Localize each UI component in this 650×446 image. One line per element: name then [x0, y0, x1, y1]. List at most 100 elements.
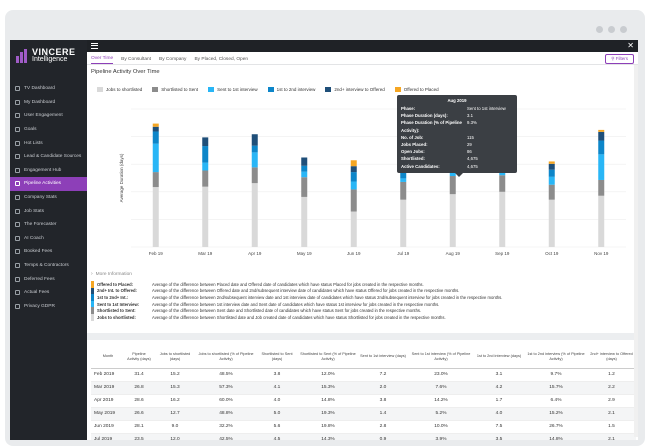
- bar-segment[interactable]: [301, 165, 308, 172]
- table-header[interactable]: Month: [91, 346, 125, 369]
- window-dot-icon[interactable]: [620, 26, 627, 33]
- table-row[interactable]: Apr 2019 28.6 16.2 60.0% 4.0 14.8% 3.8 14.2% 1.7…: [91, 394, 636, 408]
- bar-segment[interactable]: [301, 171, 308, 178]
- sidebar-item[interactable]: Temps & Contractors: [10, 259, 87, 273]
- bar-segment[interactable]: [400, 181, 407, 200]
- bar-segment[interactable]: [251, 145, 258, 153]
- bar-segment[interactable]: [202, 146, 209, 163]
- bar-segment[interactable]: [301, 196, 308, 247]
- bar-segment[interactable]: [400, 178, 407, 182]
- bar-segment[interactable]: [598, 140, 605, 155]
- table-header[interactable]: 2nd+ interview to Offered (days): [587, 346, 636, 369]
- bar-segment[interactable]: [202, 162, 209, 171]
- table-header[interactable]: Shortlisted to Sent (% of Pipeline Activ…: [299, 346, 357, 369]
- sidebar-item[interactable]: The Forecaster: [10, 218, 87, 232]
- bar-segment[interactable]: [499, 175, 506, 192]
- sidebar-item[interactable]: Deferred Fees: [10, 272, 87, 286]
- table-header[interactable]: 1st to 2nd interview (% of Pipeline Acti…: [525, 346, 587, 369]
- bar-segment[interactable]: [350, 160, 357, 167]
- legend-item[interactable]: Shortlisted to Sent: [152, 87, 198, 92]
- scrollbar[interactable]: [634, 65, 638, 437]
- bar-segment[interactable]: [152, 126, 159, 132]
- table-header[interactable]: Shortlisted to Sent (days): [255, 346, 299, 369]
- bar-segment[interactable]: [548, 199, 555, 247]
- more-information-toggle[interactable]: › More Information: [91, 271, 132, 277]
- bar-segment[interactable]: [449, 176, 456, 195]
- sidebar-item[interactable]: My Dashboard: [10, 96, 87, 110]
- bar-segment[interactable]: [449, 194, 456, 247]
- sidebar-item[interactable]: Lead & Candidate Sources: [10, 150, 87, 164]
- bar-segment[interactable]: [598, 131, 605, 141]
- sidebar-item[interactable]: Privacy GDPR: [10, 300, 87, 314]
- table-header[interactable]: Jobs to shortlisted (days): [153, 346, 197, 369]
- sidebar-item[interactable]: Engagement Hub: [10, 164, 87, 178]
- tab[interactable]: Over Time: [91, 56, 114, 64]
- bar-segment[interactable]: [251, 152, 258, 168]
- legend-item[interactable]: Offered to Placed: [394, 87, 439, 92]
- bar-segment[interactable]: [301, 157, 308, 166]
- bar-segment[interactable]: [152, 123, 159, 127]
- sidebar-item[interactable]: Actual Fees: [10, 286, 87, 300]
- table-row[interactable]: Jul 2019 23.5 12.0 42.5% 4.5 14.3% 0.9 3.9% 3.5 1…: [91, 433, 636, 440]
- sidebar-item[interactable]: Job Stats: [10, 204, 87, 218]
- table-row[interactable]: Feb 2019 31.4 15.2 48.5% 3.8 12.0% 7.2 23.0% 3.1…: [91, 368, 636, 382]
- menu-icon[interactable]: [91, 43, 98, 49]
- legend-item[interactable]: Sent to 1st interview: [208, 87, 258, 92]
- bar-segment[interactable]: [598, 129, 605, 132]
- sidebar-item[interactable]: User Engagement: [10, 109, 87, 123]
- sidebar-item[interactable]: Company Stats: [10, 191, 87, 205]
- close-icon[interactable]: ✕: [627, 41, 634, 50]
- table-row[interactable]: Mar 2019 26.8 15.3 57.3% 4.1 15.3% 2.0 7.6% 4.2 1…: [91, 381, 636, 395]
- bar-segment[interactable]: [548, 184, 555, 200]
- sidebar-item[interactable]: TV Dashboard: [10, 82, 87, 96]
- table-header[interactable]: Pipeline Activity (days): [125, 346, 153, 369]
- bar-segment[interactable]: [400, 199, 407, 247]
- legend-item[interactable]: Jobs to shortlisted: [97, 87, 142, 92]
- logo[interactable]: VINCERE Intelligence: [10, 40, 87, 72]
- sidebar-item[interactable]: Pipeline Activities: [10, 177, 87, 191]
- bar-segment[interactable]: [598, 195, 605, 247]
- table-header[interactable]: Jobs to shortlisted (% of Pipeline Activ…: [197, 346, 255, 369]
- filters-button[interactable]: ⚲ Filters: [605, 54, 634, 64]
- legend-item[interactable]: 1st to 2nd interview: [267, 87, 315, 92]
- bar-segment[interactable]: [301, 177, 308, 197]
- bar-segment[interactable]: [152, 172, 159, 188]
- bar-segment[interactable]: [350, 189, 357, 212]
- bar-segment[interactable]: [400, 170, 407, 179]
- window-dot-icon[interactable]: [608, 26, 615, 33]
- bar-segment[interactable]: [350, 172, 357, 182]
- tab[interactable]: By Placed, Closed, Open: [194, 57, 249, 62]
- sidebar-item[interactable]: Hot Lists: [10, 136, 87, 150]
- bar-segment[interactable]: [251, 134, 258, 146]
- table-row[interactable]: May 2019 26.6 12.7 48.8% 5.0 19.3% 1.4 5.2% 4.0 1…: [91, 407, 636, 421]
- bar-segment[interactable]: [548, 161, 555, 164]
- bar-segment[interactable]: [350, 181, 357, 190]
- sidebar-item[interactable]: Goals: [10, 123, 87, 137]
- tab[interactable]: By Consultant: [121, 57, 151, 62]
- window-dot-icon[interactable]: [596, 26, 603, 33]
- bar-segment[interactable]: [350, 211, 357, 247]
- bar-segment[interactable]: [548, 169, 555, 177]
- bar-segment[interactable]: [251, 183, 258, 247]
- bar-segment[interactable]: [548, 163, 555, 170]
- tab[interactable]: By Company: [159, 57, 187, 62]
- bar-segment[interactable]: [202, 170, 209, 187]
- bar-segment[interactable]: [251, 167, 258, 184]
- table-row[interactable]: Jun 2019 28.1 9.0 32.2% 5.6 19.8% 2.8 10.0% 7.5 2…: [91, 420, 636, 434]
- bar-segment[interactable]: [152, 131, 159, 144]
- legend-item[interactable]: 2nd+ interview to Offered: [325, 87, 385, 92]
- bar-segment[interactable]: [499, 191, 506, 247]
- bar-segment[interactable]: [598, 179, 605, 196]
- bar-segment[interactable]: [548, 176, 555, 185]
- sidebar-item[interactable]: Booked Fees: [10, 245, 87, 259]
- bar-segment[interactable]: [350, 166, 357, 173]
- sidebar-item[interactable]: AI Coach: [10, 232, 87, 246]
- bar-segment[interactable]: [598, 154, 605, 180]
- table-header[interactable]: Sent to 1st interview (% of Pipeline Act…: [409, 346, 473, 369]
- bar-segment[interactable]: [202, 137, 209, 147]
- bar-segment[interactable]: [202, 186, 209, 247]
- table-header[interactable]: 1st to 2nd interview (days): [473, 346, 525, 369]
- bar-segment[interactable]: [152, 187, 159, 247]
- table-header[interactable]: Sent to 1st interview (days): [357, 346, 409, 369]
- bar-segment[interactable]: [152, 143, 159, 173]
